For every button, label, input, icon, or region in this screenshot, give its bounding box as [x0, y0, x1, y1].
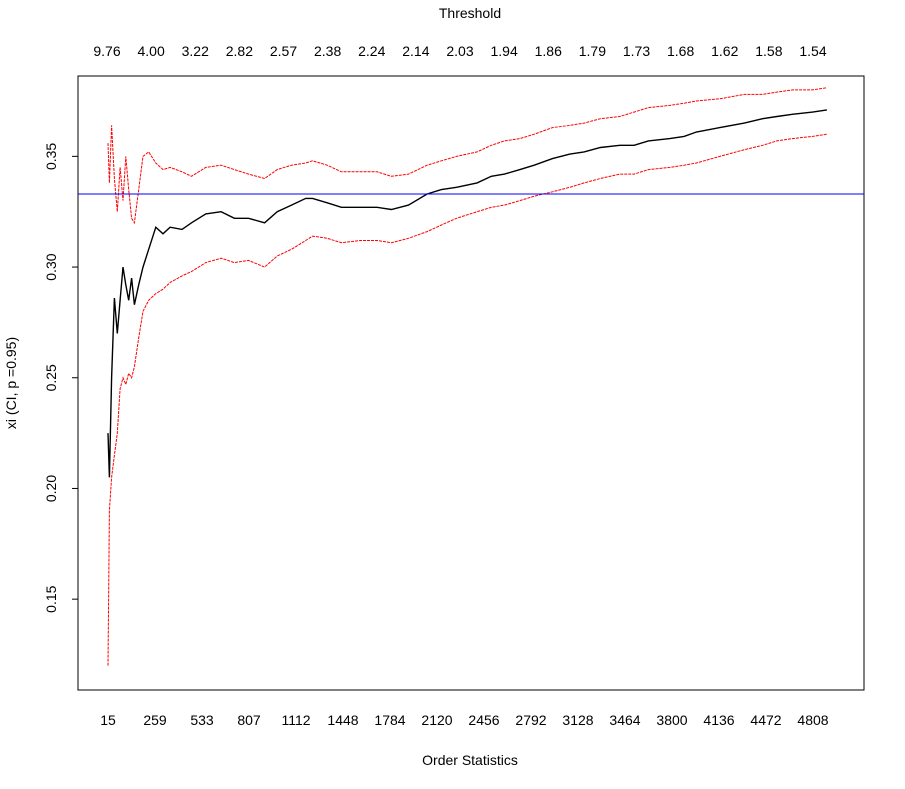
x-axis-label: Order Statistics: [422, 752, 518, 768]
top-tick-label: 1.86: [535, 43, 562, 59]
y-tick-label: 0.30: [43, 253, 59, 280]
x-tick-label: 533: [190, 712, 214, 728]
x-tick-label: 3464: [609, 712, 640, 728]
top-tick-label: 2.03: [446, 43, 473, 59]
x-axis-ticks: 15 259 533 807 1112 1448 1784 2120 2456 2792 3128 3…: [100, 712, 829, 728]
top-tick-label: 4.00: [138, 43, 165, 59]
series-line-lower-ci: [107, 133, 827, 666]
top-tick-label: 1.58: [755, 43, 782, 59]
top-tick-label: 1.62: [711, 43, 738, 59]
y-tick-label: 0.35: [43, 143, 59, 170]
x-tick-label: 4808: [797, 712, 828, 728]
top-tick-label: 2.57: [270, 43, 297, 59]
top-tick-label: 1.94: [491, 43, 518, 59]
y-axis-ticks: 0.15 0.20 0.25 0.30 0.35: [43, 143, 78, 613]
x-tick-label: 1784: [374, 712, 405, 728]
top-tick-label: 1.73: [623, 43, 650, 59]
top-tick-label: 1.54: [799, 43, 826, 59]
top-axis-ticks: 9.76 4.00 3.22 2.82 2.57 2.38 2.24 2.14 2.03 1.94…: [93, 43, 826, 59]
x-tick-label: 3800: [656, 712, 687, 728]
plot-frame: [77, 75, 865, 691]
x-tick-label: 4472: [750, 712, 781, 728]
y-tick-label: 0.20: [43, 475, 59, 502]
x-tick-label: 2792: [515, 712, 546, 728]
y-tick-label: 0.25: [43, 364, 59, 391]
top-axis-label: Threshold: [439, 5, 501, 21]
x-tick-label: 259: [143, 712, 167, 728]
x-tick-label: 15: [100, 712, 116, 728]
x-tick-label: 1112: [281, 712, 310, 728]
top-tick-label: 2.38: [314, 43, 341, 59]
top-tick-label: 3.22: [182, 43, 209, 59]
x-tick-label: 807: [237, 712, 261, 728]
x-tick-label: 2456: [468, 712, 499, 728]
top-tick-label: 2.14: [402, 43, 429, 59]
top-tick-label: 1.79: [579, 43, 606, 59]
x-tick-label: 2120: [421, 712, 452, 728]
x-tick-label: 4136: [703, 712, 734, 728]
top-tick-label: 9.76: [93, 43, 120, 59]
top-tick-label: 1.68: [667, 43, 694, 59]
x-tick-label: 3128: [562, 712, 593, 728]
y-tick-label: 0.15: [43, 585, 59, 612]
series-lines: [78, 87, 864, 666]
series-line-estimate: [107, 109, 828, 478]
top-tick-label: 2.24: [358, 43, 385, 59]
series-line-upper-ci: [107, 87, 827, 225]
y-axis-label: xi (CI, p =0.95): [3, 337, 19, 429]
top-tick-label: 2.82: [226, 43, 253, 59]
x-tick-label: 1448: [327, 712, 358, 728]
